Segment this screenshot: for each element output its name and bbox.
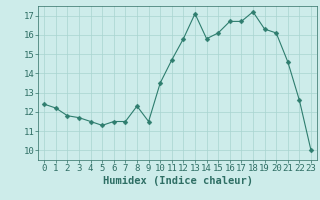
X-axis label: Humidex (Indice chaleur): Humidex (Indice chaleur) [103, 176, 252, 186]
